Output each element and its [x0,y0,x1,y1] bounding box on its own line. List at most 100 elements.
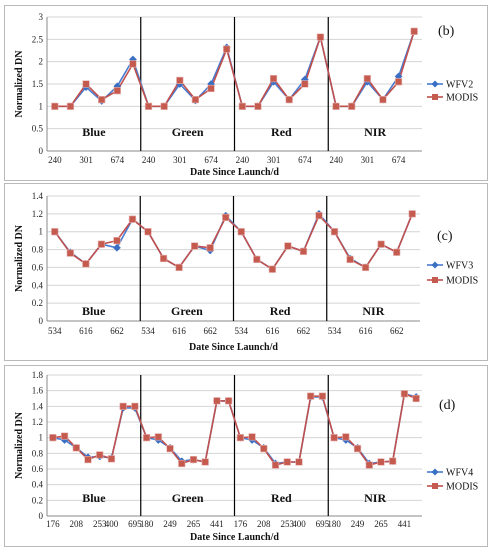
x-tick-label: 662 [203,326,217,336]
y-tick-label: 0.6 [32,464,44,474]
data-point-modis [166,445,174,453]
data-point-modis [191,96,200,104]
x-tick-label: 695 [128,519,142,529]
data-point-modis [119,402,127,410]
data-point-modis [283,458,291,466]
band-label: Green [172,125,204,139]
data-point-modis [191,242,199,250]
legend-swatch-marker [432,94,438,100]
legend-swatch-marker [431,261,439,269]
y-tick-label: 0 [39,146,44,156]
legend-swatch-marker [431,468,439,476]
x-tick-label: 249 [351,519,365,529]
data-point-modis [51,102,59,110]
x-tick-label: 534 [48,326,62,336]
y-tick-label: 3 [39,12,44,22]
y-tick-label: 0 [39,511,44,521]
y-tick-label: 0.8 [32,448,44,458]
data-point-modis [408,210,416,218]
data-point-modis [223,45,231,53]
data-point-modis [393,248,401,256]
data-point-modis [175,263,183,272]
data-point-modis [225,397,233,405]
band-label: Red [271,125,292,139]
panel-label: (c) [437,229,453,244]
data-point-modis [253,255,261,263]
data-point-modis [400,390,409,398]
x-tick-label: 662 [390,326,404,336]
x-tick-label: 301 [173,155,187,165]
x-tick-label: 674 [392,155,406,165]
y-tick-label: 0 [39,316,44,326]
data-point-modis [98,96,106,104]
x-tick-label: 400 [105,519,119,529]
data-point-modis [412,394,420,403]
data-point-modis [113,87,121,95]
data-point-modis [159,254,168,263]
y-axis-label: Normalized DN [14,50,25,118]
data-point-modis [144,228,152,236]
data-point-modis [60,432,69,440]
data-point-modis [66,249,74,257]
data-point-modis [178,459,186,468]
data-point-modis [248,433,256,441]
y-tick-label: 0.6 [32,262,44,272]
data-point-modis [254,102,262,110]
x-tick-label: 301 [361,155,375,165]
legend-swatch-marker [432,277,438,283]
band-label: Green [172,491,204,505]
data-point-modis [301,80,309,88]
x-axis-label: Date Since Launch/d [190,532,279,543]
x-tick-label: 662 [297,326,311,336]
data-point-modis [362,263,370,272]
x-tick-label: 301 [79,155,93,165]
y-axis-label: Normalized DN [14,411,25,479]
legend-label: WFV3 [446,261,473,272]
data-point-modis [410,27,418,35]
x-tick-label: 265 [374,519,388,529]
panel-label: (b) [438,24,455,39]
data-point-modis [97,240,105,248]
data-point-modis [107,455,116,463]
y-axis-label: Normalized DN [14,224,25,292]
y-tick-label: 1 [39,433,44,443]
data-point-modis [307,392,315,400]
y-tick-label: 2 [39,57,44,67]
y-tick-label: 0.4 [32,280,44,290]
x-tick-label: 534 [328,326,342,336]
data-point-modis [285,96,293,104]
x-tick-label: 674 [298,155,312,165]
x-tick-label: 176 [234,519,248,529]
data-point-modis [213,397,221,405]
y-tick-label: 1 [39,227,44,237]
data-point-modis [129,60,137,68]
data-point-modis [176,76,184,85]
y-tick-label: 0.8 [32,245,44,255]
x-tick-label: 616 [79,326,93,336]
y-tick-label: 1 [39,101,44,111]
data-point-modis [379,96,387,104]
chart-panel-b: 0 0.5 1 1.5 2 2.5 3 Blue 240 301 674 Green 240 301 674… [4,5,488,181]
x-tick-label: 253 [280,519,294,529]
data-point-modis [96,451,104,459]
band-label: Blue [82,304,106,318]
y-tick-label: 0.4 [32,480,44,490]
data-point-modis [365,461,373,469]
data-point-modis [346,255,354,263]
data-point-modis [82,260,90,268]
x-tick-label: 616 [172,326,186,336]
data-point-modis [268,265,276,273]
data-point-modis [238,102,246,110]
band-label: Green [171,304,203,318]
legend-label: MODIS [446,93,478,104]
x-tick-label: 301 [267,155,281,165]
data-point-modis [66,102,75,110]
x-axis-label: Date Since Launch/d [189,342,278,353]
x-tick-label: 180 [140,519,154,529]
data-point-modis [363,75,371,83]
data-point-modis [260,445,268,453]
y-tick-label: 0.2 [32,495,43,505]
chart-panel-d: 0 0.2 0.4 0.6 0.8 1 1.2 1.4 1.6 1.8 Blue 176 208 253 4… [4,365,488,547]
x-tick-label: 534 [141,326,155,336]
